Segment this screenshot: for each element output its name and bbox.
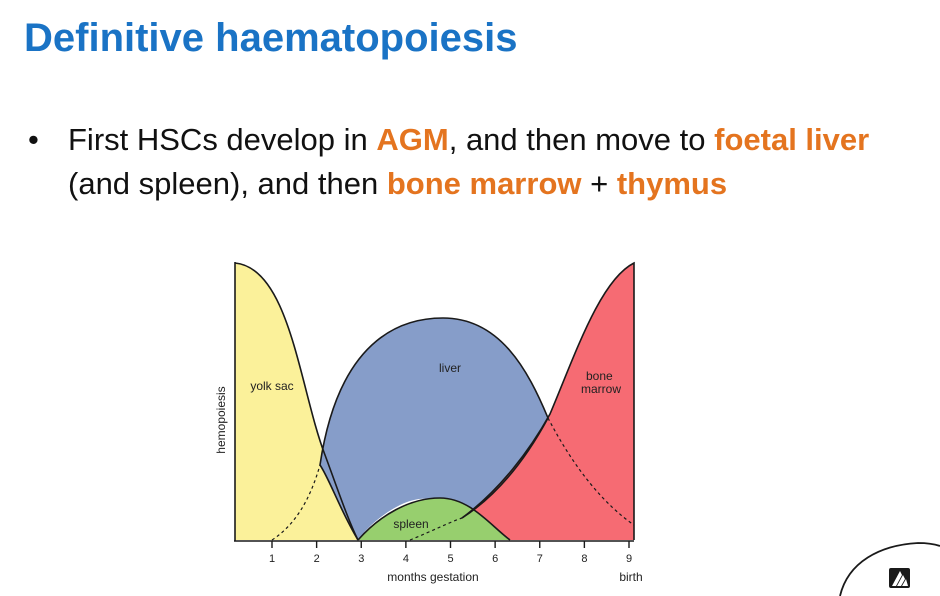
liver-label: liver — [439, 361, 461, 375]
tick-label: 5 — [447, 553, 453, 565]
bone-marrow-outline — [461, 261, 635, 540]
bullet-text-segment: First HSCs develop in — [68, 122, 377, 157]
tick-label: 9 — [626, 553, 632, 565]
birth-label: birth — [619, 570, 642, 584]
university-logo — [839, 542, 940, 596]
logo-arc — [839, 542, 940, 596]
highlighted-term: AGM — [376, 122, 449, 157]
bullet-marker: • — [28, 122, 39, 157]
yolk-sac-label: yolk sac — [250, 379, 293, 393]
x-axis-label: months gestation — [387, 570, 478, 584]
bone-marrow-label-line-1: bone — [586, 369, 613, 383]
bullet-text-segment: , and then move to — [448, 122, 715, 157]
bullet-text-segment: + — [581, 166, 617, 201]
slide-title: Definitive haematopoiesis — [24, 16, 518, 60]
bullet-text-segment: (and spleen), and then — [68, 166, 387, 201]
tick-marks — [271, 541, 630, 548]
tick-label: 2 — [314, 553, 320, 565]
bone-marrow-region — [462, 263, 634, 540]
spleen-region — [358, 498, 510, 540]
bullet-text: First HSCs develop in AGM, and then move… — [68, 118, 928, 206]
liver-region — [320, 318, 548, 540]
highlighted-term: foetal liver — [714, 122, 870, 157]
university-logo-icon — [889, 568, 910, 588]
tick-label: 6 — [492, 553, 498, 565]
highlighted-term: thymus — [616, 166, 728, 201]
tick-label: 3 — [358, 553, 364, 565]
liver-tail-dashed-line — [547, 417, 635, 526]
spleen-label: spleen — [393, 517, 428, 531]
bone-marrow-label: bone marrow — [581, 369, 621, 396]
liver-dashed-line — [271, 464, 321, 541]
spleen-outline — [357, 497, 511, 541]
tick-label: 1 — [269, 553, 275, 565]
tick-label: 7 — [537, 553, 543, 565]
yolk-sac-outline — [234, 262, 359, 541]
tick-label: 4 — [403, 553, 409, 565]
liver-outline — [319, 317, 549, 541]
bone-marrow-dashed-line — [409, 517, 463, 541]
y-axis-label: hemopoiesis — [214, 386, 228, 453]
bone-marrow-label-line-2: marrow — [581, 382, 621, 396]
highlighted-term: bone marrow — [386, 166, 582, 201]
tick-label: 8 — [581, 553, 587, 565]
tick-labels: 1 2 3 4 5 6 7 8 9 — [269, 553, 632, 565]
